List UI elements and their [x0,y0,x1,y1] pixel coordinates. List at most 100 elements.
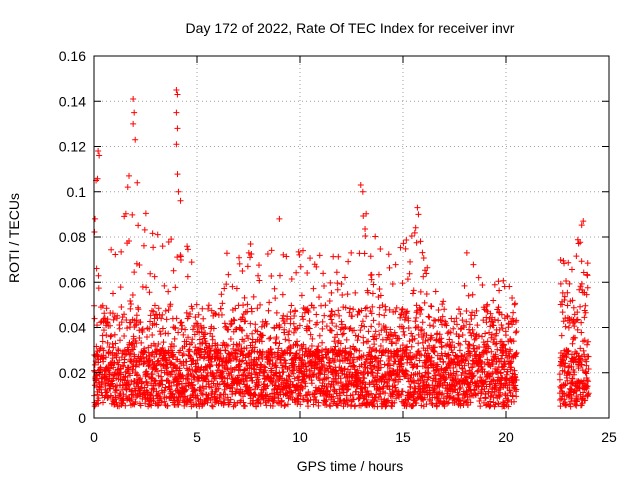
data-point [229,320,236,327]
data-point [102,380,109,387]
data-point [152,377,159,384]
data-point [146,325,153,332]
data-point [167,361,174,368]
y-tick-label: 0.12 [59,139,86,155]
data-point [128,301,135,308]
data-point [108,246,115,253]
data-point [174,364,181,371]
data-point [123,316,130,323]
data-point [199,401,206,408]
data-point [124,344,131,351]
data-point [173,315,180,322]
data-point [224,366,231,373]
data-point [141,226,148,233]
data-point [216,381,223,388]
data-point [112,394,119,401]
data-point [189,336,196,343]
data-point [176,365,183,372]
data-point [110,344,117,351]
data-point [95,400,102,407]
data-point [109,355,116,362]
data-point [122,374,129,381]
data-point [128,396,135,403]
data-point [197,396,204,403]
data-point [135,376,142,383]
data-point [200,324,207,331]
data-point [114,312,121,319]
data-point [118,319,125,326]
data-point [161,387,168,394]
data-point [120,397,127,404]
data-point [178,325,185,332]
data-point [158,315,165,322]
data-point [162,356,169,363]
data-point [178,319,185,326]
data-point [184,246,191,253]
data-point [153,311,160,318]
data-point [95,285,102,292]
data-point [219,368,226,375]
x-tick-label: 25 [601,429,617,445]
data-point [143,284,150,291]
data-point [147,318,154,325]
data-point [231,317,238,324]
data-point [140,242,147,249]
data-point [159,345,166,352]
data-point [190,373,197,380]
x-tick-label: 15 [395,429,411,445]
data-point [144,388,151,395]
data-point [161,282,168,289]
y-tick-label: 0.06 [59,274,86,290]
data-point [117,369,124,376]
data-point [227,396,234,403]
data-point [199,305,206,312]
data-point [185,313,192,320]
data-point [169,369,176,376]
data-point [167,301,174,308]
data-point [99,338,106,345]
data-point [138,339,145,346]
data-point [91,315,98,322]
data-point [196,329,203,336]
data-point [183,358,190,365]
data-point [230,316,237,323]
data-point [157,331,164,338]
data-point [103,332,110,339]
data-point [221,386,228,393]
data-point [230,345,237,352]
data-point [193,369,200,376]
data-point [172,284,179,291]
data-point [179,322,186,329]
y-tick-label: 0 [78,410,86,426]
data-point [131,343,138,350]
y-tick-label: 0.14 [59,93,86,109]
data-point [134,371,141,378]
data-point [163,316,170,323]
data-point [203,373,210,380]
data-point [222,323,229,330]
data-point [184,243,191,250]
data-point [170,361,177,368]
data-point [121,311,128,318]
data-point [125,364,132,371]
grid [94,56,609,418]
data-point [165,288,172,295]
data-point [146,357,153,364]
data-point [141,349,148,356]
data-point [207,397,214,404]
data-point [151,315,158,322]
data-point [175,329,182,336]
data-point [118,248,125,255]
data-point [172,325,179,332]
data-point [150,244,157,251]
data-point [113,350,120,357]
data-point [183,401,190,408]
data-point [217,350,224,357]
data-point [220,395,227,402]
data-point [156,328,163,335]
data-point [212,311,219,318]
data-point [106,344,113,351]
data-point [174,171,181,178]
data-point [180,394,187,401]
data-point [205,305,212,312]
